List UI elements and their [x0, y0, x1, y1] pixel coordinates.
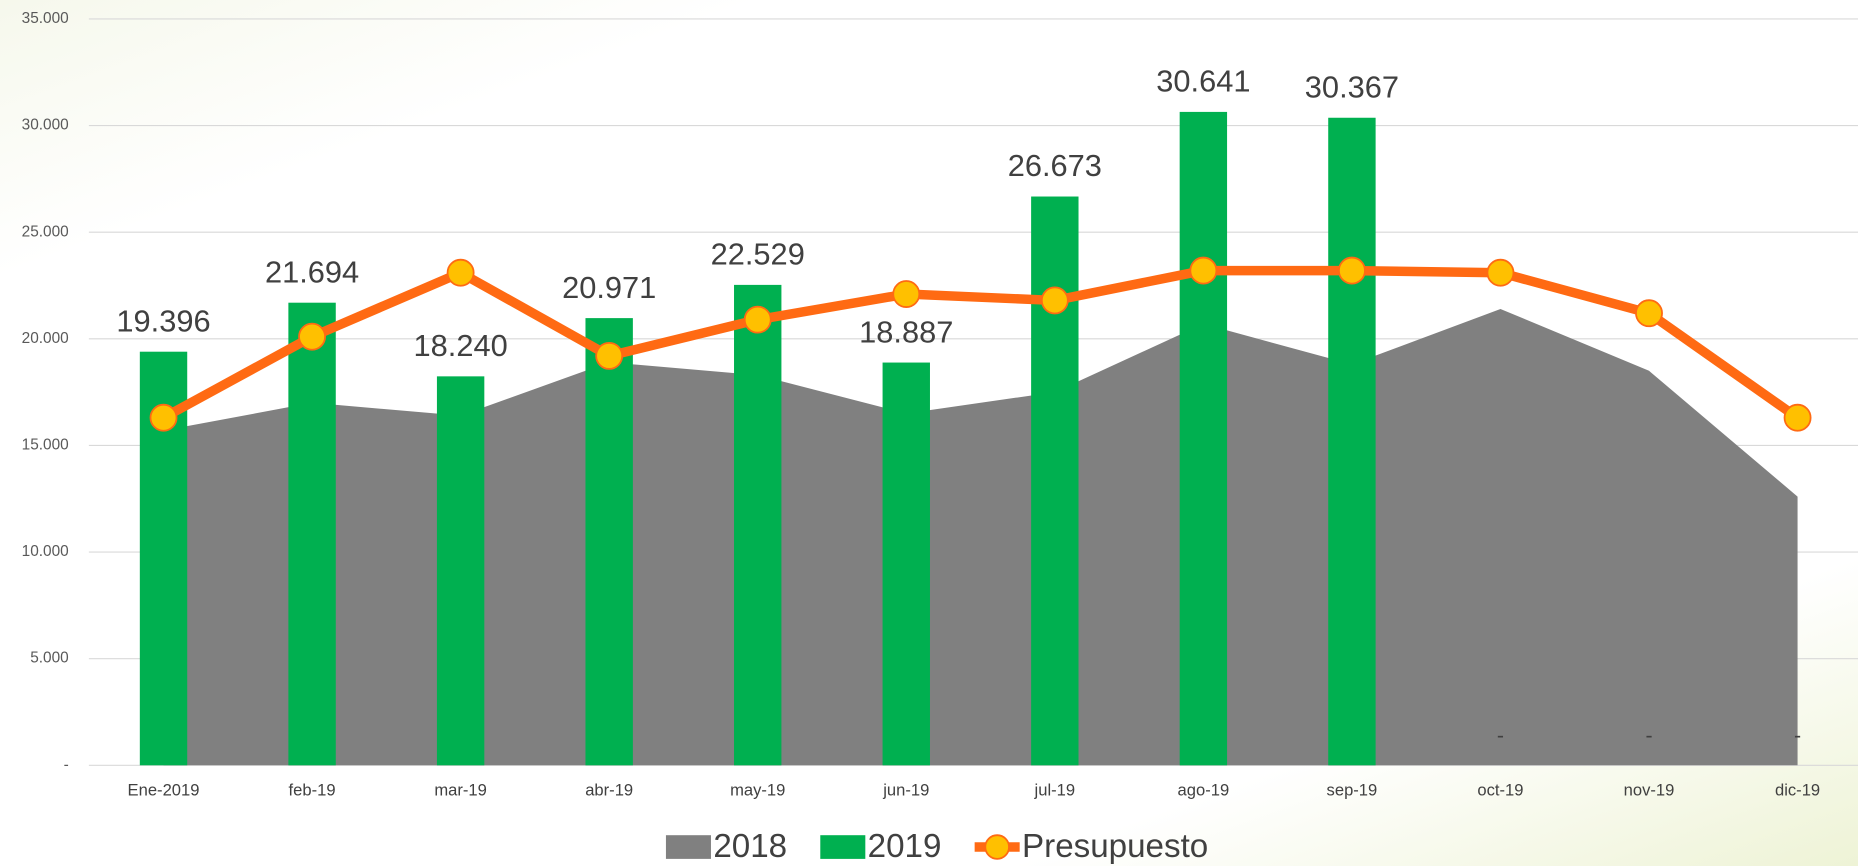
- x-tick-label: may-19: [730, 781, 785, 800]
- legend-label: 2018: [713, 828, 787, 865]
- bar: [734, 284, 782, 766]
- marker: [1486, 258, 1515, 287]
- x-tick-label: ago-19: [1178, 781, 1230, 800]
- data-label: 20.971: [562, 270, 656, 305]
- legend-swatch: [665, 835, 711, 859]
- marker: [892, 280, 921, 308]
- data-label: 21.694: [265, 254, 359, 289]
- x-tick-label: Ene-2019: [128, 781, 200, 800]
- bar: [436, 376, 485, 766]
- marker: [595, 341, 624, 370]
- line: [161, 265, 1801, 422]
- y-tick-label: 5.000: [30, 650, 69, 667]
- area: [163, 308, 1798, 766]
- y-tick-label: -: [64, 756, 69, 773]
- data-label: 19.396: [116, 303, 210, 338]
- data-label: 18.887: [859, 314, 953, 349]
- bar: [288, 302, 336, 766]
- marker: [1783, 403, 1812, 432]
- data-label: 18.240: [414, 328, 508, 363]
- bar: [585, 318, 633, 766]
- data-label: -: [1794, 723, 1801, 747]
- y-tick-label: 15.000: [22, 437, 69, 454]
- marker: [149, 403, 178, 432]
- data-label: 30.641: [1156, 64, 1250, 99]
- legend-label: 2019: [868, 828, 942, 865]
- bar: [1179, 111, 1228, 766]
- y-tick-label: 30.000: [22, 117, 69, 134]
- bar: [882, 362, 930, 766]
- data-label: 22.529: [711, 237, 805, 272]
- legend-label: Presupuesto: [1022, 828, 1208, 865]
- marker: [743, 305, 772, 334]
- x-tick-label: abr-19: [585, 781, 633, 800]
- data-label: -: [1645, 723, 1652, 747]
- marker: [1189, 256, 1218, 285]
- bar: [1328, 117, 1376, 766]
- data-label: 30.367: [1305, 69, 1399, 104]
- y-tick-label: 10.000: [22, 543, 69, 560]
- marker: [1635, 299, 1663, 328]
- marker: [298, 322, 326, 351]
- y-tick-label: 20.000: [22, 330, 69, 347]
- data-label: -: [1497, 723, 1504, 747]
- x-tick-label: nov-19: [1624, 781, 1675, 800]
- x-tick-label: jun-19: [882, 781, 929, 800]
- legend: 2018 2019 Presupuesto: [665, 828, 1208, 865]
- legend-marker: [984, 834, 1010, 860]
- y-tick-label: 25.000: [22, 223, 69, 240]
- x-tick-label: dic-19: [1775, 781, 1820, 800]
- marker: [1040, 286, 1069, 315]
- x-tick-label: mar-19: [434, 781, 487, 800]
- x-tick-label: jul-19: [1034, 781, 1076, 800]
- x-tick-label: oct-19: [1477, 781, 1523, 800]
- legend-swatch: [820, 835, 866, 859]
- data-label: 26.673: [1008, 148, 1102, 183]
- marker: [446, 258, 475, 287]
- bar: [1031, 196, 1079, 766]
- x-tick-label: feb-19: [289, 781, 336, 800]
- y-tick-label: 35.000: [22, 10, 69, 27]
- marker: [1337, 256, 1366, 285]
- x-tick-label: sep-19: [1327, 781, 1378, 800]
